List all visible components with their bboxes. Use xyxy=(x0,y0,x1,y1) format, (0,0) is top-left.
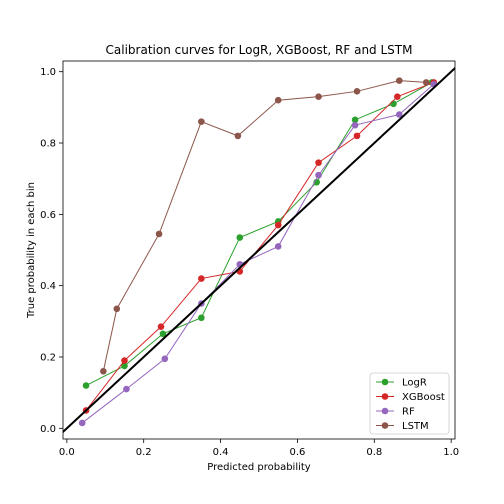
series-2-point-8 xyxy=(395,111,403,118)
series-0-point-0 xyxy=(82,382,90,389)
x-tick-label-4: 0.8 xyxy=(366,447,382,458)
series-3-point-6 xyxy=(315,93,322,100)
series-1-point-2 xyxy=(157,323,165,330)
x-tick-label-5: 1.0 xyxy=(443,447,459,458)
series-1-point-5 xyxy=(274,221,282,229)
legend-label-3: LSTM xyxy=(402,421,429,432)
series-2-point-5 xyxy=(274,243,282,250)
plot-area: 0.0 0.2 0.4 0.6 0.8 1.0 0.0 0.2 0.4 0.6 0.8 1.0 xyxy=(40,60,459,458)
series-1-point-6 xyxy=(315,159,322,166)
series-0-point-2 xyxy=(159,330,167,338)
y-tick-label-3: 0.6 xyxy=(40,210,56,221)
series-0-point-8 xyxy=(390,100,397,108)
legend-label-2: RF xyxy=(402,407,415,418)
series-line-3 xyxy=(102,80,427,372)
series-2-point-7 xyxy=(351,121,359,129)
series-0-point-1 xyxy=(121,362,128,370)
legend-marker-1 xyxy=(381,393,389,400)
series-1-point-8 xyxy=(394,93,401,100)
legend-label-1: XGBoost xyxy=(402,392,445,403)
series-2-point-1 xyxy=(123,385,130,393)
series-line-2 xyxy=(81,83,435,424)
y-tick-label-1: 0.2 xyxy=(40,352,56,363)
y-axis-label: True probability in each bin xyxy=(26,182,37,319)
series-0-point-7 xyxy=(351,116,359,124)
series-3-point-4 xyxy=(234,132,242,140)
series-3-point-3 xyxy=(198,118,205,125)
series-3-point-2 xyxy=(155,230,163,238)
legend-label-0: LogR xyxy=(402,378,427,389)
series-line-0 xyxy=(85,81,433,386)
series-2-point-2 xyxy=(161,355,169,363)
series-3-point-1 xyxy=(113,305,121,313)
x-tick-label-0: 0.0 xyxy=(59,447,75,458)
legend-marker-3 xyxy=(381,422,389,429)
x-tick-label-1: 0.2 xyxy=(136,447,152,458)
series-line-1 xyxy=(85,81,435,411)
series-3-point-5 xyxy=(274,96,282,104)
series-2-point-6 xyxy=(315,171,322,179)
series-3-point-7 xyxy=(353,88,361,95)
x-tick-label-2: 0.4 xyxy=(213,447,229,458)
y-tick-label-0: 0.0 xyxy=(40,424,56,435)
y-tick-label-2: 0.4 xyxy=(40,281,56,292)
y-tick-label-5: 1.0 xyxy=(40,67,56,78)
series-3-point-0 xyxy=(100,367,107,375)
perfect-calibration-line xyxy=(63,66,455,434)
x-tick-label-3: 0.6 xyxy=(289,447,305,458)
legend-marker-0 xyxy=(381,378,389,386)
series-1-point-7 xyxy=(353,132,361,140)
plot-frame xyxy=(62,60,456,440)
legend-marker-2 xyxy=(381,407,389,415)
chart-title: Calibration curves for LogR, XGBoost, RF… xyxy=(106,43,413,57)
series-0-point-4 xyxy=(236,234,244,241)
series-3-point-8 xyxy=(395,77,403,84)
legend-box xyxy=(369,372,450,435)
legend: LogR XGBoost RF LSTM xyxy=(369,372,450,435)
y-tick-label-4: 0.8 xyxy=(40,139,56,150)
series-1-point-3 xyxy=(198,275,205,282)
series-1-point-1 xyxy=(121,357,128,364)
series-2-point-0 xyxy=(78,419,86,427)
series-3-point-9 xyxy=(422,79,430,86)
series-0-point-3 xyxy=(198,314,205,322)
x-axis-label: Predicted probability xyxy=(207,462,311,473)
